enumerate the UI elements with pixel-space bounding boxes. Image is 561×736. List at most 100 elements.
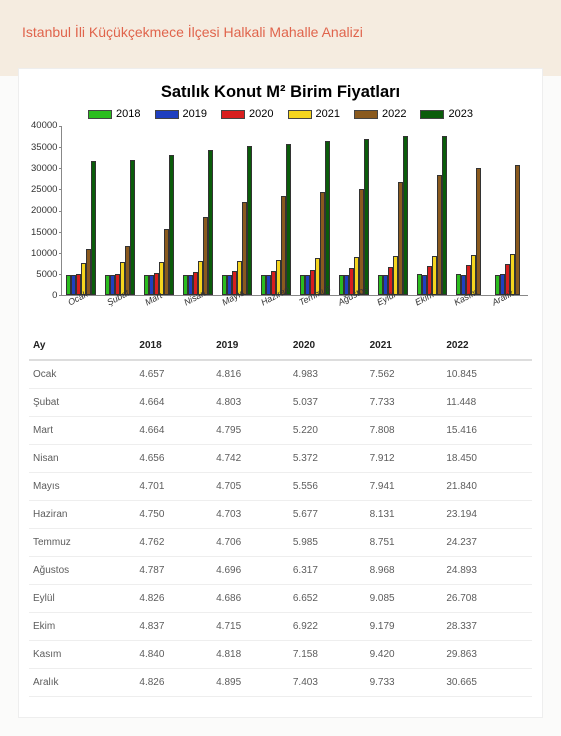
bar — [286, 144, 291, 295]
table-cell: Haziran — [29, 501, 135, 529]
bar-group — [335, 139, 372, 295]
legend-swatch — [155, 110, 179, 119]
table-cell: 9.085 — [366, 585, 443, 613]
page-title: Istanbul İli Küçükçekmece İlçesi Halkali… — [22, 24, 539, 40]
table-cell: 4.686 — [212, 585, 289, 613]
bar-group — [140, 155, 177, 295]
legend-item-2020: 2020 — [221, 108, 273, 120]
table-header-cell: 2022 — [442, 332, 532, 360]
table-cell: 4.762 — [135, 529, 212, 557]
analysis-card: Satılık Konut M² Birim Fiyatları 2018201… — [18, 68, 543, 718]
table-row: Eylül4.8264.6866.6529.08526.708 — [29, 585, 532, 613]
table-row: Şubat4.6644.8035.0377.73311.448 — [29, 389, 532, 417]
table-row: Ocak4.6574.8164.9837.56210.845 — [29, 360, 532, 389]
table-cell: 4.795 — [212, 417, 289, 445]
legend-label: 2023 — [448, 108, 472, 120]
bar-group — [413, 136, 450, 295]
table-cell: 4.826 — [135, 585, 212, 613]
legend-swatch — [288, 110, 312, 119]
chart-y-axis: 4000035000300002500020000150001000050000 — [31, 126, 61, 296]
table-cell: 4.818 — [212, 641, 289, 669]
table-cell: Aralık — [29, 669, 135, 697]
table-cell: 7.562 — [366, 360, 443, 389]
table-header-cell: 2019 — [212, 332, 289, 360]
chart: 4000035000300002500020000150001000050000 — [29, 126, 532, 296]
table-header-cell: 2018 — [135, 332, 212, 360]
table-cell: 4.816 — [212, 360, 289, 389]
bar-group — [62, 161, 99, 295]
table-cell: 8.751 — [366, 529, 443, 557]
table-cell: 10.845 — [442, 360, 532, 389]
page-header: Istanbul İli Küçükçekmece İlçesi Halkali… — [0, 0, 561, 76]
table-cell: 4.840 — [135, 641, 212, 669]
table-header-cell: Ay — [29, 332, 135, 360]
table-cell: 5.985 — [289, 529, 366, 557]
chart-legend: 201820192020202120222023 — [29, 108, 532, 120]
table-cell: 5.037 — [289, 389, 366, 417]
legend-item-2019: 2019 — [155, 108, 207, 120]
table-cell: Temmuz — [29, 529, 135, 557]
table-cell: Mart — [29, 417, 135, 445]
table-cell: Ekim — [29, 613, 135, 641]
table-header-cell: 2020 — [289, 332, 366, 360]
table-cell: 30.665 — [442, 669, 532, 697]
table-header-row: Ay20182019202020212022 — [29, 332, 532, 360]
table-cell: 4.803 — [212, 389, 289, 417]
bar — [130, 160, 135, 295]
bar — [325, 141, 330, 295]
table-cell: 4.657 — [135, 360, 212, 389]
bar-group — [296, 141, 333, 295]
bar — [515, 165, 520, 295]
table-row: Haziran4.7504.7035.6778.13123.194 — [29, 501, 532, 529]
table-cell: 4.787 — [135, 557, 212, 585]
legend-item-2021: 2021 — [288, 108, 340, 120]
table-cell: 4.696 — [212, 557, 289, 585]
table-cell: 4.895 — [212, 669, 289, 697]
table-cell: 7.403 — [289, 669, 366, 697]
table-cell: 4.706 — [212, 529, 289, 557]
table-row: Ağustos4.7874.6966.3178.96824.893 — [29, 557, 532, 585]
table-cell: 8.968 — [366, 557, 443, 585]
table-row: Aralık4.8264.8957.4039.73330.665 — [29, 669, 532, 697]
table-cell: 4.664 — [135, 389, 212, 417]
table-cell: 6.922 — [289, 613, 366, 641]
bar — [403, 136, 408, 295]
table-cell: 4.701 — [135, 473, 212, 501]
table-cell: Mayıs — [29, 473, 135, 501]
bar-group — [257, 144, 294, 295]
table-cell: 11.448 — [442, 389, 532, 417]
data-table: Ay20182019202020212022 Ocak4.6574.8164.9… — [29, 332, 532, 697]
table-row: Kasım4.8404.8187.1589.42029.863 — [29, 641, 532, 669]
table-row: Temmuz4.7624.7065.9858.75124.237 — [29, 529, 532, 557]
table-cell: 24.237 — [442, 529, 532, 557]
table-cell: 4.703 — [212, 501, 289, 529]
bar-group — [374, 136, 411, 295]
table-cell: 21.840 — [442, 473, 532, 501]
table-cell: 7.941 — [366, 473, 443, 501]
legend-label: 2021 — [316, 108, 340, 120]
table-cell: 29.863 — [442, 641, 532, 669]
table-cell: 4.715 — [212, 613, 289, 641]
table-cell: 5.372 — [289, 445, 366, 473]
legend-item-2018: 2018 — [88, 108, 140, 120]
table-cell: 5.677 — [289, 501, 366, 529]
table-cell: 9.179 — [366, 613, 443, 641]
table-cell: 28.337 — [442, 613, 532, 641]
table-cell: 24.893 — [442, 557, 532, 585]
table-cell: Ocak — [29, 360, 135, 389]
bar-group — [179, 150, 216, 295]
legend-label: 2019 — [183, 108, 207, 120]
legend-swatch — [221, 110, 245, 119]
bar-group — [101, 160, 138, 295]
table-cell: 9.420 — [366, 641, 443, 669]
legend-swatch — [354, 110, 378, 119]
table-body: Ocak4.6574.8164.9837.56210.845Şubat4.664… — [29, 360, 532, 697]
table-row: Ekim4.8374.7156.9229.17928.337 — [29, 613, 532, 641]
table-cell: 4.750 — [135, 501, 212, 529]
legend-swatch — [420, 110, 444, 119]
table-cell: Eylül — [29, 585, 135, 613]
table-cell: 4.837 — [135, 613, 212, 641]
table-cell: 26.708 — [442, 585, 532, 613]
table-cell: Şubat — [29, 389, 135, 417]
legend-swatch — [88, 110, 112, 119]
